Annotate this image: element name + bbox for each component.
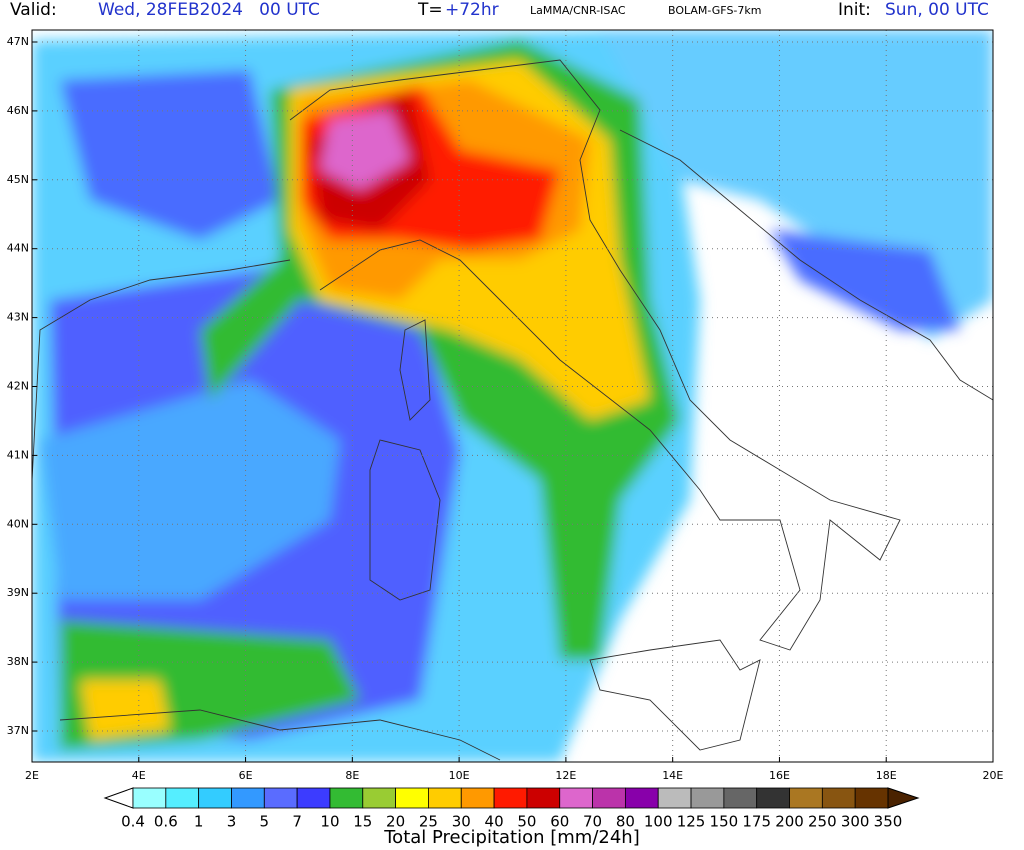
colorbar-label: 7 bbox=[292, 813, 302, 831]
colorbar-label: 200 bbox=[775, 813, 804, 831]
colorbar-box bbox=[821, 787, 856, 809]
colorbar-box bbox=[559, 787, 593, 809]
map-frame bbox=[31, 29, 994, 763]
valid-time: Wed, 28FEB2024 00 UTC bbox=[98, 0, 320, 20]
lat-label: 38N bbox=[7, 655, 29, 668]
colorbar-arrow-left bbox=[103, 787, 134, 809]
lon-label: 10E bbox=[449, 769, 470, 782]
colorbar-label: 300 bbox=[841, 813, 870, 831]
colorbar-label: 175 bbox=[742, 813, 771, 831]
colorbar-label: 10 bbox=[320, 813, 339, 831]
colorbar-label: 25 bbox=[419, 813, 438, 831]
colorbar-box bbox=[690, 787, 725, 809]
coastline bbox=[369, 439, 441, 601]
lat-label: 42N bbox=[7, 380, 29, 393]
valid-label: Valid: bbox=[10, 0, 57, 20]
colorbar-label: 30 bbox=[452, 813, 471, 831]
lat-label: 45N bbox=[7, 173, 29, 186]
lat-label: 41N bbox=[7, 448, 29, 461]
lat-label: 39N bbox=[7, 586, 29, 599]
colorbar-box bbox=[296, 787, 331, 809]
coastline bbox=[399, 319, 431, 421]
colorbar-box bbox=[592, 787, 626, 809]
colorbar-box bbox=[526, 787, 561, 809]
colorbar-label: 100 bbox=[644, 813, 673, 831]
colorbar-box bbox=[198, 787, 232, 809]
colorbar-box bbox=[428, 787, 462, 809]
colorbar-box bbox=[362, 787, 397, 809]
lon-label: 20E bbox=[983, 769, 1004, 782]
model: BOLAM-GFS-7km bbox=[668, 4, 761, 17]
colorbar-label: 80 bbox=[616, 813, 635, 831]
colorbar-box bbox=[329, 787, 364, 809]
colorbar-box bbox=[165, 787, 200, 809]
colorbar-box bbox=[657, 787, 692, 809]
axes: 47N 46N 45N 44N 43N 42N 41N 40N 39N 38N 37N 2E 4E 6E 8… bbox=[7, 35, 1004, 782]
colorbar-box bbox=[789, 787, 823, 809]
colorbar-label: 0.4 bbox=[121, 813, 145, 831]
colorbar-box bbox=[624, 787, 659, 809]
colorbar-box bbox=[460, 787, 495, 809]
coastline bbox=[289, 59, 901, 651]
colorbar-box bbox=[132, 787, 167, 809]
lat-label: 40N bbox=[7, 517, 29, 530]
lon-label: 4E bbox=[132, 769, 146, 782]
colorbar-label: 3 bbox=[227, 813, 237, 831]
coastline bbox=[589, 639, 761, 751]
precip-field bbox=[32, 30, 993, 762]
colorbar-label: 125 bbox=[677, 813, 706, 831]
init-label: Init: bbox=[838, 0, 871, 20]
colorbar-box bbox=[395, 787, 429, 809]
lon-label: 18E bbox=[876, 769, 897, 782]
lon-label: 6E bbox=[239, 769, 253, 782]
graticule bbox=[32, 30, 993, 762]
coastline bbox=[59, 709, 501, 761]
coastline bbox=[32, 259, 291, 481]
colorbar-box bbox=[723, 787, 758, 809]
colorbar-title: Total Precipitation [mm/24h] bbox=[383, 827, 639, 848]
lon-label: 14E bbox=[662, 769, 683, 782]
colorbar-label: 40 bbox=[485, 813, 504, 831]
colorbar-label: 50 bbox=[517, 813, 536, 831]
colorbar-label: 150 bbox=[710, 813, 739, 831]
lead-time: +72hr bbox=[445, 0, 499, 20]
lat-label: 46N bbox=[7, 104, 29, 117]
lon-label: 2E bbox=[25, 769, 39, 782]
colorbar-label: 1 bbox=[194, 813, 204, 831]
colorbar-label: 250 bbox=[808, 813, 837, 831]
lead-label: T= bbox=[417, 0, 443, 20]
colorbar-label: 20 bbox=[386, 813, 405, 831]
init-time: Sun, 00 UTC bbox=[885, 0, 989, 20]
colorbar-label: 5 bbox=[260, 813, 270, 831]
lon-label: 16E bbox=[769, 769, 790, 782]
lat-label: 47N bbox=[7, 35, 29, 48]
colorbar-arrow-right bbox=[887, 787, 920, 809]
colorbar-label: 70 bbox=[583, 813, 602, 831]
colorbar-label: 0.6 bbox=[154, 813, 178, 831]
lon-label: 8E bbox=[345, 769, 359, 782]
lat-label: 44N bbox=[7, 242, 29, 255]
coastline bbox=[619, 129, 993, 401]
colorbar-box bbox=[231, 787, 265, 809]
colorbar-label: 60 bbox=[550, 813, 569, 831]
lon-label: 12E bbox=[555, 769, 576, 782]
colorbar-box bbox=[854, 787, 889, 809]
institution: LaMMA/CNR-ISAC bbox=[530, 4, 626, 17]
colorbar-box bbox=[263, 787, 298, 809]
colorbar-box bbox=[756, 787, 790, 809]
colorbar-label: 15 bbox=[353, 813, 372, 831]
colorbar: 0.4 0.6 1 3 5 7 10 15 20 25 30 40 50 60 70 80 100 125 150 1… bbox=[103, 787, 920, 831]
colorbar-label: 350 bbox=[874, 813, 903, 831]
lat-label: 43N bbox=[7, 311, 29, 324]
lat-label: 37N bbox=[7, 724, 29, 737]
colorbar-box bbox=[493, 787, 528, 809]
